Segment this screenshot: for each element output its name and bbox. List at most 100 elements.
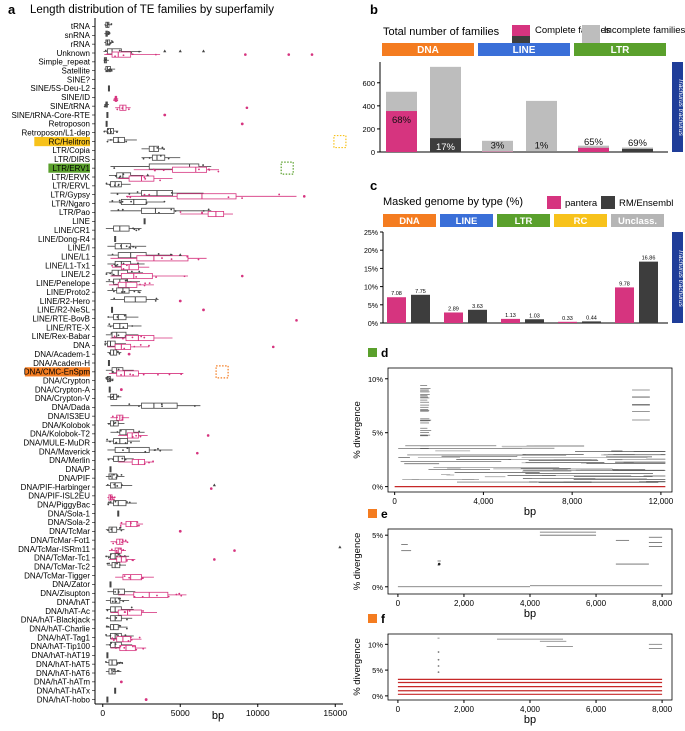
data-point xyxy=(121,418,123,420)
data-point xyxy=(111,548,113,550)
data-point xyxy=(113,498,115,500)
data-point xyxy=(112,371,114,373)
data-point xyxy=(138,229,140,231)
category-label: DNA/PiggyBac xyxy=(37,501,90,510)
data-point xyxy=(168,596,170,598)
species-label-b: Trachurus trachurus xyxy=(677,78,684,136)
data-point xyxy=(161,405,163,407)
c-bar-pantera xyxy=(501,319,520,323)
box-pantera xyxy=(111,539,129,544)
x-tick-label: 2,000 xyxy=(454,705,475,714)
data-point xyxy=(124,291,126,293)
data-point xyxy=(121,484,123,486)
data-point xyxy=(106,53,108,55)
outlier-pantera xyxy=(210,487,213,490)
data-point xyxy=(208,169,210,171)
panel-marker xyxy=(368,509,377,518)
data-point xyxy=(169,374,171,376)
data-point xyxy=(110,396,112,398)
box xyxy=(134,592,168,597)
data-point xyxy=(124,611,126,613)
data-point xyxy=(134,596,136,598)
data-point xyxy=(144,285,146,287)
data-point xyxy=(132,646,134,648)
single-rm xyxy=(144,218,146,224)
category-label: DNA/IS3EU xyxy=(48,412,90,421)
x-tick-label: 0 xyxy=(392,497,397,506)
data-point xyxy=(140,336,142,338)
box-rm-ensembl xyxy=(107,447,172,452)
category-label: LTR/Pao xyxy=(59,208,91,217)
panel-letter-c: c xyxy=(370,178,377,193)
single-pantera xyxy=(120,388,123,391)
data-point xyxy=(111,23,113,25)
x-tick-label: 4,000 xyxy=(520,705,541,714)
category-label: DNA/TcMar-Tc1 xyxy=(34,554,91,563)
box xyxy=(142,208,175,213)
data-point xyxy=(132,374,134,376)
single-rm xyxy=(108,360,110,366)
data-point xyxy=(124,315,126,317)
data-point xyxy=(121,522,123,524)
category-label: DNA/Maverick xyxy=(39,447,91,456)
data-point xyxy=(148,194,150,196)
data-point xyxy=(109,184,111,186)
single-rm xyxy=(110,581,112,587)
data-point xyxy=(119,202,121,204)
x-tick-label: 8,000 xyxy=(562,497,583,506)
data-point xyxy=(157,374,159,376)
data-point xyxy=(135,229,137,231)
category-label: DNA/hAT-Ac xyxy=(45,607,90,616)
data-point xyxy=(142,648,144,650)
box-rm-ensembl xyxy=(111,297,159,302)
category-label: LTR/Ngaro xyxy=(51,199,90,208)
data-point xyxy=(129,196,131,198)
data-point xyxy=(133,291,135,293)
box xyxy=(152,155,164,160)
data-point xyxy=(126,628,128,630)
outlier-pantera xyxy=(303,195,306,198)
y-axis-label: % divergence xyxy=(352,533,363,591)
data-point xyxy=(163,169,165,171)
data-point xyxy=(117,193,119,195)
data-point xyxy=(120,530,122,532)
category-label: DNA xyxy=(73,341,91,350)
data-point xyxy=(135,649,137,651)
data-point xyxy=(158,212,160,214)
box-rm-ensembl xyxy=(106,669,122,674)
data-point xyxy=(108,562,110,564)
data-point xyxy=(111,70,113,72)
data-point xyxy=(107,378,109,380)
data-point xyxy=(111,498,113,500)
data-point xyxy=(142,610,144,612)
data-point xyxy=(107,141,109,143)
single-rm xyxy=(106,652,108,658)
panel-letter: d xyxy=(381,346,388,360)
category-label: LINE xyxy=(72,217,90,226)
category-label: DNA/hAT-Tag1 xyxy=(37,633,90,642)
panel-a-title: Length distribution of TE families by su… xyxy=(30,4,274,16)
data-point xyxy=(127,541,129,543)
data-point xyxy=(104,59,106,61)
alignment-point xyxy=(438,671,440,673)
data-point xyxy=(117,670,119,672)
box-rm-ensembl xyxy=(106,226,142,231)
box-rm-ensembl xyxy=(109,199,165,204)
c-bar-pantera xyxy=(387,297,406,323)
category-label: LINE/Dong-R4 xyxy=(38,235,91,244)
data-point xyxy=(106,625,108,627)
data-point xyxy=(144,282,146,284)
plot-frame xyxy=(388,634,672,700)
data-point xyxy=(116,634,118,636)
outlier-pantera xyxy=(246,106,249,109)
data-point xyxy=(123,268,125,270)
data-point xyxy=(132,436,134,438)
data-point xyxy=(114,335,116,337)
category-label: DNA/Kolobok-T2 xyxy=(30,430,91,439)
x-axis-label: bp xyxy=(524,714,536,726)
box xyxy=(117,371,139,376)
category-label: LINE/I xyxy=(68,244,90,253)
box-rm-ensembl xyxy=(106,527,125,532)
